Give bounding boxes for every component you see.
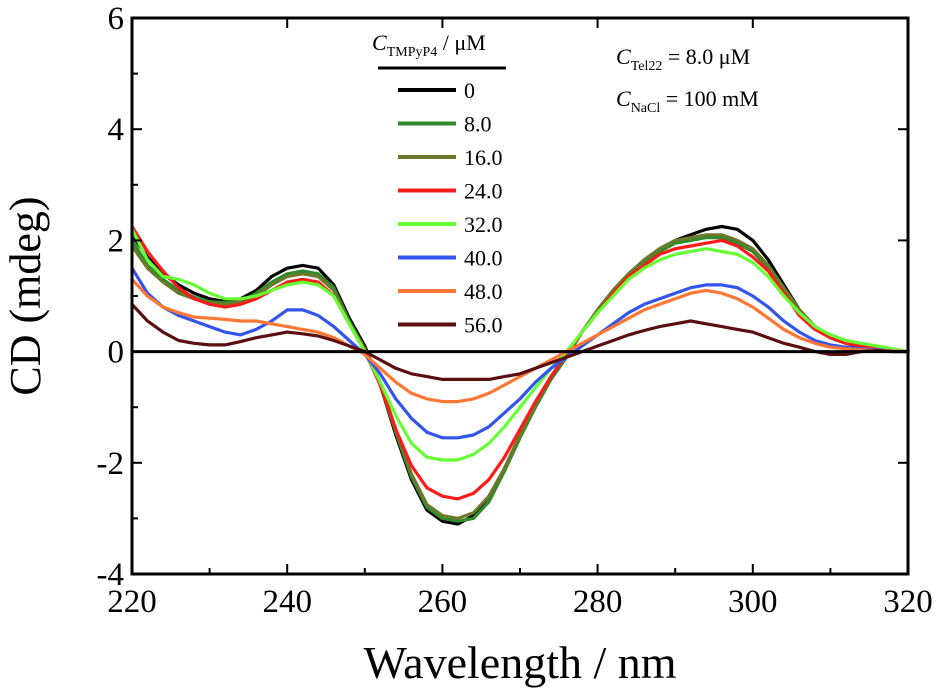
legend-label: 32.0 <box>464 212 503 237</box>
legend: 0 8.0 16.0 24.0 32.0 40.0 48.0 56.0 <box>398 78 503 338</box>
annotation-2-text: = 100 mM <box>660 86 759 111</box>
y-tick-label: -4 <box>97 557 125 593</box>
x-tick-label: 240 <box>262 584 312 620</box>
y-tick-label: 4 <box>108 112 125 148</box>
y-tick-label: 2 <box>108 223 125 259</box>
legend-label: 24.0 <box>464 179 503 204</box>
legend-title-symbol: C <box>372 30 387 55</box>
x-tick-label: 260 <box>418 584 468 620</box>
series-line-2 <box>130 233 910 521</box>
legend-label: 56.0 <box>464 313 503 338</box>
tick-layer: 220 240 260 280 300 320 -4 -2 0 2 4 6 <box>97 1 933 620</box>
x-tick-label: 320 <box>883 584 933 620</box>
series-line-3 <box>130 224 910 501</box>
annotation-concentration: CTel22 = 8.0 μM <box>616 44 750 74</box>
legend-label: 0 <box>464 78 475 103</box>
x-tick-label: 280 <box>573 584 623 620</box>
x-axis-title: Wavelength / nm <box>363 637 676 688</box>
legend-title-unit: / μM <box>437 30 485 55</box>
svg-text:CNaCl = 100 mM: CNaCl = 100 mM <box>616 86 759 116</box>
annotation-1-sub: Tel22 <box>631 59 663 74</box>
legend-label: 48.0 <box>464 279 503 304</box>
series-line-1 <box>130 236 910 523</box>
series-layer <box>130 224 910 526</box>
y-tick-label: 6 <box>108 1 125 37</box>
legend-label: 16.0 <box>464 145 503 170</box>
series-line-7 <box>130 302 910 381</box>
y-tick-label: -2 <box>97 446 125 482</box>
series-line-6 <box>130 277 910 404</box>
annotation-1-symbol: C <box>616 44 631 69</box>
plot-frame <box>130 16 910 576</box>
annotation-2-sub: NaCl <box>631 101 661 116</box>
svg-text:CTMPyP4 / μM: CTMPyP4 / μM <box>372 30 486 60</box>
legend-title: CTMPyP4 / μM <box>372 30 506 70</box>
x-tick-label: 220 <box>107 584 157 620</box>
legend-label: 40.0 <box>464 246 503 271</box>
legend-label: 8.0 <box>464 112 492 137</box>
svg-text:CTel22 = 8.0 μM: CTel22 = 8.0 μM <box>616 44 750 74</box>
series-line-4 <box>130 227 910 462</box>
x-tick-label: 300 <box>728 584 778 620</box>
annotation-salt: CNaCl = 100 mM <box>616 86 759 116</box>
y-tick-label: 0 <box>108 335 125 371</box>
legend-title-sub: TMPyP4 <box>387 45 438 60</box>
annotation-2-symbol: C <box>616 86 631 111</box>
series-line-5 <box>130 266 910 440</box>
y-axis-title: CD (mdeg) <box>1 196 50 395</box>
annotation-1-text: = 8.0 μM <box>662 44 750 69</box>
